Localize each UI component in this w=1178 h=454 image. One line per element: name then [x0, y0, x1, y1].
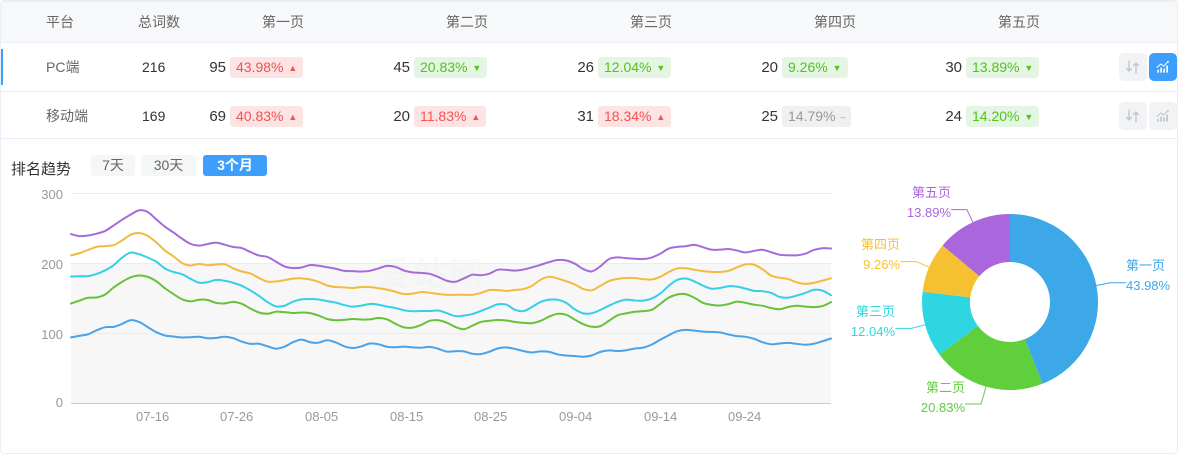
- svg-text:20.83%: 20.83%: [921, 400, 966, 415]
- svg-text:9.26%: 9.26%: [863, 257, 900, 272]
- svg-text:43.98%: 43.98%: [1126, 278, 1171, 293]
- svg-text:第五页: 第五页: [912, 185, 951, 200]
- svg-text:13.89%: 13.89%: [907, 205, 952, 220]
- svg-text:第三页: 第三页: [856, 304, 895, 319]
- svg-text:第一页: 第一页: [1126, 258, 1165, 273]
- svg-text:第二页: 第二页: [926, 380, 965, 395]
- svg-text:第四页: 第四页: [861, 237, 900, 252]
- svg-text:12.04%: 12.04%: [851, 324, 896, 339]
